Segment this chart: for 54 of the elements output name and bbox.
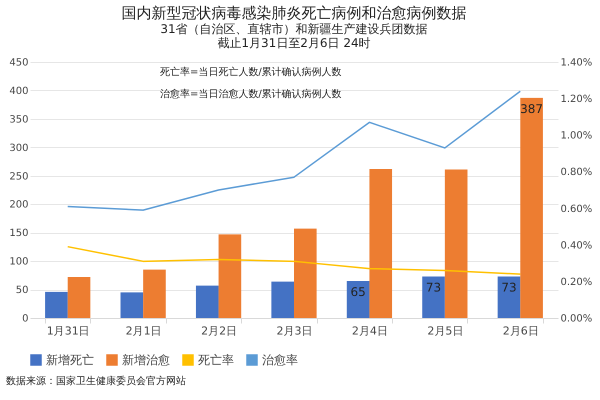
source-note: 数据来源：国家卫生健康委员会官方网站 (5, 374, 187, 389)
bar (520, 98, 543, 318)
x-tick-label: 2月5日 (427, 324, 464, 338)
bar (294, 228, 317, 318)
annotation: 治愈率=当日治愈人数/累计确认病例人数 (160, 88, 342, 100)
y-tick-label: 250 (9, 171, 28, 182)
bar (346, 281, 370, 318)
y2-tick-label: 1.00% (560, 130, 592, 142)
legend-label: 治愈率 (262, 353, 298, 367)
bar (120, 292, 144, 318)
y2-tick-label: 0.20% (560, 276, 592, 288)
x-tick-label: 2月3日 (276, 324, 312, 338)
y-tick-label: 200 (9, 200, 28, 211)
line-series (66, 90, 522, 211)
bar (68, 277, 90, 318)
bar (498, 276, 520, 318)
chart-subtitle: 31省（自治区、直辖市）和新疆生产建设兵团数据截止1月31日至2月6日 24时 (160, 22, 428, 50)
legend-label: 新增死亡 (46, 353, 94, 367)
bar (196, 286, 219, 318)
chart-title: 国内新型冠状病毒感染肺炎死亡病例和治愈病例数据 (122, 4, 466, 22)
y2-tick-label: 1.40% (560, 58, 592, 68)
y2-tick-label: 0.80% (560, 167, 592, 178)
y-tick-label: 0 (22, 314, 28, 324)
y-tick-label: 350 (9, 114, 28, 126)
y2-tick-label: 0.60% (560, 204, 592, 215)
bar (444, 170, 468, 318)
y2-tick-label: 0.40% (560, 240, 592, 252)
bar (369, 168, 392, 318)
data-label: 387 (520, 102, 544, 116)
x-tick-label: 2月1日 (126, 324, 162, 338)
line-series (66, 246, 522, 275)
bar (45, 292, 68, 318)
x-tick-label: 1月31日 (46, 324, 90, 338)
y-tick-label: 100 (9, 256, 28, 268)
bar (143, 270, 166, 318)
data-label: 73 (426, 280, 442, 294)
x-tick-label: 2月4日 (352, 324, 388, 338)
bar (218, 234, 242, 318)
data-label: 65 (350, 285, 366, 300)
x-tick-label: 2月6日 (502, 324, 539, 338)
annotation: 死亡率=当日死亡人数/累计确认病例人数 (160, 66, 342, 78)
y-tick-label: 50 (16, 285, 28, 296)
y-tick-label: 150 (9, 228, 28, 240)
x-tick-label: 2月2日 (201, 324, 238, 338)
bar (271, 282, 294, 318)
y-tick-label: 450 (9, 58, 28, 68)
legend-label: 死亡率 (198, 353, 234, 367)
y2-tick-label: 0.00% (560, 314, 592, 324)
y2-tick-label: 1.20% (560, 94, 592, 106)
y-tick-label: 400 (9, 86, 28, 97)
data-label: 73 (501, 280, 517, 294)
bar (422, 276, 445, 318)
y-tick-label: 300 (9, 142, 28, 154)
legend-label: 新增治愈 (122, 353, 170, 367)
